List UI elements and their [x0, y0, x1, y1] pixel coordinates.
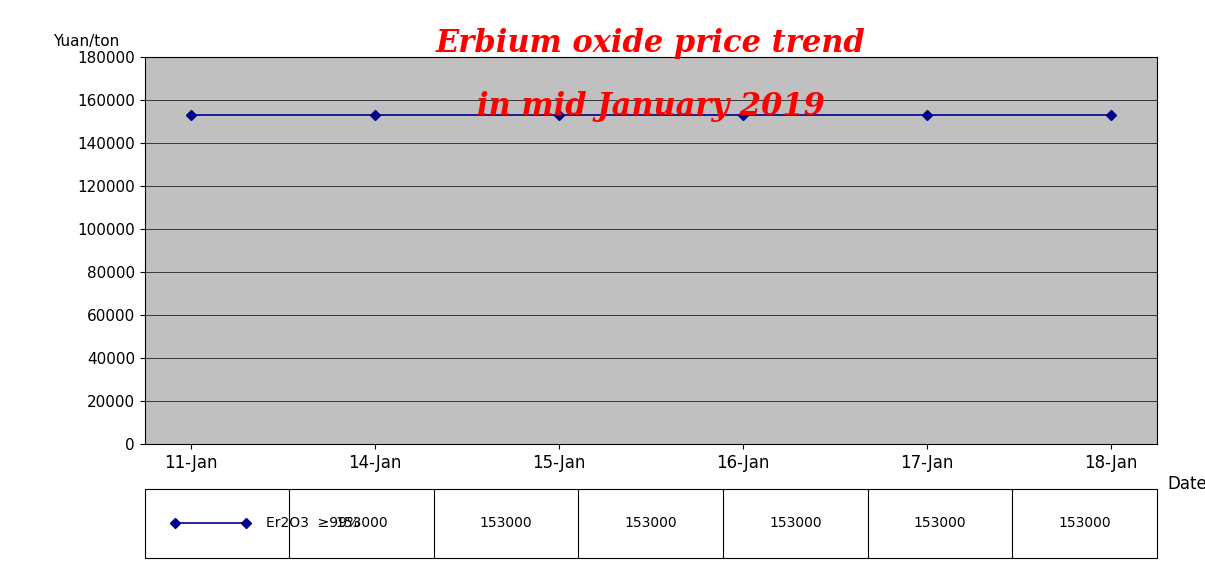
Text: 153000: 153000 [913, 517, 966, 530]
Er2O3  ≥99% [735, 112, 750, 118]
Er2O3  ≥99% [919, 112, 934, 118]
Text: 153000: 153000 [769, 517, 822, 530]
Er2O3  ≥99% [552, 112, 566, 118]
Text: Date: Date [1166, 475, 1205, 493]
Text: Erbium oxide price trend: Erbium oxide price trend [436, 28, 865, 59]
Er2O3  ≥99% [368, 112, 382, 118]
Text: 153000: 153000 [335, 517, 388, 530]
Text: 153000: 153000 [1058, 517, 1111, 530]
Line: Er2O3  ≥99%: Er2O3 ≥99% [187, 112, 1115, 118]
Er2O3  ≥99% [1104, 112, 1118, 118]
Text: Yuan/ton: Yuan/ton [53, 34, 119, 49]
Er2O3  ≥99% [183, 112, 198, 118]
Text: Er2O3  ≥99%: Er2O3 ≥99% [266, 517, 360, 530]
Text: 153000: 153000 [624, 517, 677, 530]
Text: in mid January 2019: in mid January 2019 [477, 91, 824, 122]
Text: 153000: 153000 [480, 517, 533, 530]
